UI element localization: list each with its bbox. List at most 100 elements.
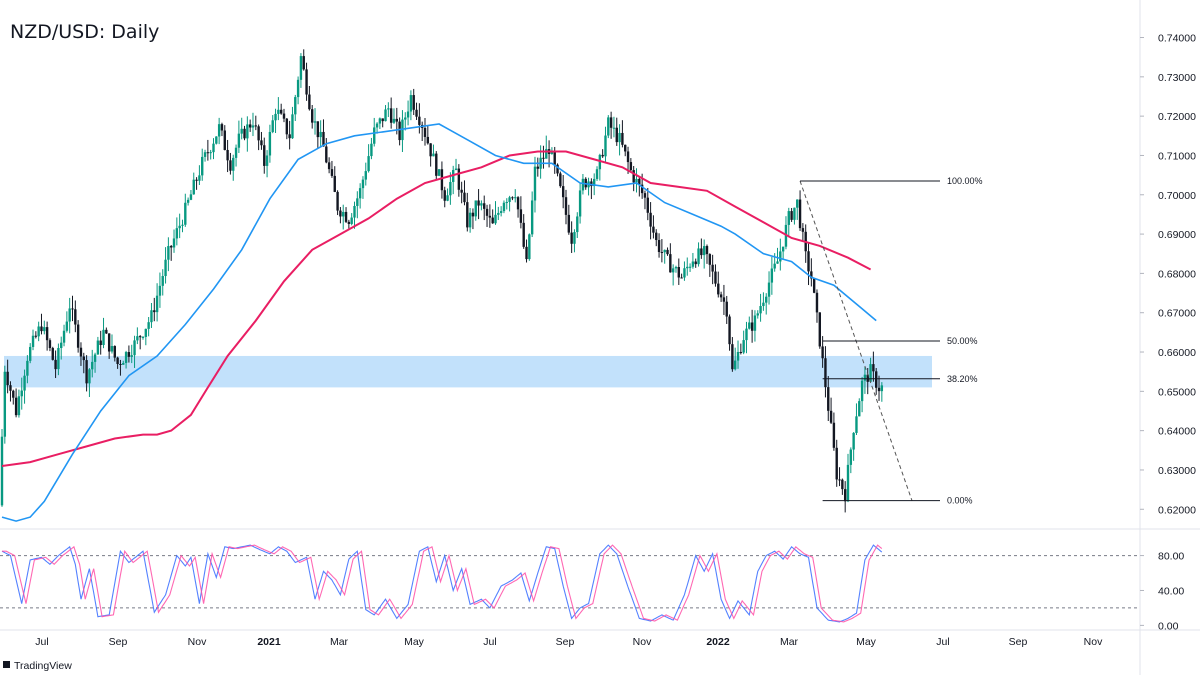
price-tick-label: 0.67000 [1158,308,1196,320]
candle-down [412,95,415,110]
price-tick-label: 0.69000 [1158,229,1196,241]
candle-up [31,335,35,347]
candle-down [714,271,717,284]
candle-down [818,312,821,347]
candle-down [731,344,734,370]
candle-up [437,169,441,176]
candle-up [736,351,740,361]
candle-down [798,199,802,229]
candle-up [573,232,576,244]
candle-down [51,348,54,360]
candle-up [0,436,4,506]
time-tick-label: Nov [1084,636,1103,648]
candle-up [765,296,768,303]
candle-up [43,327,46,332]
candle-down [700,248,703,256]
candle-up [846,464,850,502]
candle-up [299,56,303,80]
candle-down [395,118,398,122]
candle-up [88,369,91,384]
price-tick-label: 0.71000 [1158,150,1196,162]
candle-up [734,360,737,370]
candle-up [181,224,184,226]
candle-up [203,152,207,157]
price-tick-label: 0.65000 [1158,386,1196,398]
candle-up [17,396,21,416]
candle-up [745,328,748,341]
candle-up [144,328,148,337]
candle-down [790,211,793,220]
candle-down [559,173,562,187]
candle-up [274,113,277,121]
candle-down [74,309,77,325]
candle-down [311,109,314,123]
candle-up [147,322,150,329]
candle-up [164,259,167,277]
candle-up [691,261,695,267]
candle-up [762,302,765,307]
candle-up [186,199,190,203]
candle-down [542,157,545,159]
candle-down [483,203,486,209]
stoch-k-line [1,544,883,623]
price-tick-label: 0.64000 [1158,426,1196,438]
candle-up [373,127,376,144]
candle-up [189,194,193,200]
candle-down [105,329,108,334]
candle-down [257,126,260,141]
candle-up [367,156,370,172]
candle-up [201,156,204,176]
candle-down [344,211,348,222]
candle-up [505,201,508,203]
candle-up [234,147,238,158]
candle-down [660,252,664,254]
candle-down [640,184,644,194]
candle-up [756,313,759,316]
candle-down [223,130,226,150]
candle-down [389,108,393,123]
candle-down [556,164,559,174]
candle-up [23,375,26,391]
candle-up [150,310,153,323]
candle-down [302,56,305,70]
candle-down [638,178,641,185]
candle-down [615,127,618,143]
fibonacci-retracement: 100.00% 50.00% 38.20% 0.00% [799,176,983,506]
candle-up [198,175,201,181]
candle-down [725,301,728,317]
candle-up [384,109,387,122]
candle-down [824,358,827,388]
candle-down [263,145,266,166]
candle-up [742,340,745,353]
candle-up [446,195,449,201]
candle-up [576,216,579,233]
candle-down [14,397,18,416]
price-tick-label: 0.70000 [1158,190,1196,202]
candlestick-series [0,49,884,513]
candle-down [561,186,565,198]
candle-up [141,336,145,338]
price-tick-label: 0.72000 [1158,111,1196,123]
candle-down [810,271,813,279]
candle-down [12,390,15,398]
candle-down [680,277,683,279]
candle-down [553,150,556,165]
candle-down [170,246,173,248]
candle-down [418,116,421,125]
time-tick-label: Nov [633,636,652,648]
candle-up [184,202,187,225]
candle-up [449,181,452,196]
candle-down [677,267,680,278]
candle-up [604,135,607,157]
candle-down [288,134,291,139]
time-tick-label: Mar [780,636,799,648]
candle-down [226,149,229,161]
candle-down [525,246,528,260]
time-tick-label: Jul [936,636,949,648]
candle-down [220,124,224,131]
candle-down [79,347,83,357]
candle-down [107,333,111,352]
candle-down [838,479,841,481]
candle-up [770,268,774,283]
candle-down [626,151,630,163]
